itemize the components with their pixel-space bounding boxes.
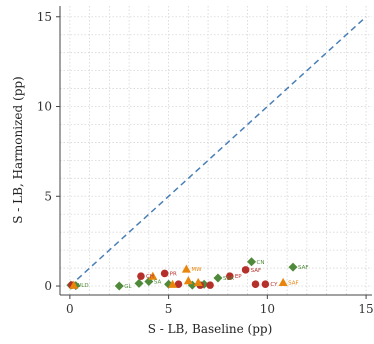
point-labels: WLD GL SA SSA CN SAF CH PR EP SAF CY MW SAF <box>76 260 309 290</box>
y-tick-label: 5 <box>44 189 52 203</box>
reference-line-45deg <box>69 16 367 287</box>
triangle-point <box>69 280 79 289</box>
y-tick-label: 15 <box>37 10 52 24</box>
point-label: GL <box>124 284 132 290</box>
circle-point <box>174 280 183 289</box>
x-tick-label: 5 <box>165 302 173 316</box>
diamond-point <box>114 281 124 291</box>
x-tick-label: 15 <box>358 302 373 316</box>
point-label: CN <box>257 260 265 266</box>
diamond-point <box>213 273 223 283</box>
reference-line-layer <box>69 16 367 287</box>
circle-point <box>206 281 214 289</box>
y-tick-label: 10 <box>37 100 52 114</box>
circle-point <box>226 272 234 280</box>
grid-lines <box>60 6 372 295</box>
point-label: SA <box>154 280 162 286</box>
diamond-point <box>134 278 144 288</box>
triangle-point <box>181 264 191 273</box>
circle-point <box>137 272 145 280</box>
triangle-point <box>148 271 158 280</box>
point-label: CY <box>270 282 278 288</box>
point-label: SAF <box>298 265 309 271</box>
circle-point <box>261 280 270 289</box>
y-axis-title: S - LB, Harmonized (pp) <box>11 76 25 224</box>
x-axis-title: S - LB, Baseline (pp) <box>148 322 273 336</box>
data-points <box>66 257 298 291</box>
tick-labels: 0 5 10 15 0 5 10 15 <box>37 10 374 316</box>
x-tick-label: 10 <box>260 302 275 316</box>
point-label: SAF <box>288 280 299 286</box>
point-label: SAF <box>251 268 262 274</box>
circle-point <box>241 266 250 274</box>
point-label: WLD <box>76 283 89 289</box>
point-label: MW <box>191 267 202 273</box>
axes <box>56 6 372 299</box>
point-label: EP <box>235 274 242 280</box>
diamond-point <box>288 262 298 272</box>
y-tick-label: 0 <box>44 279 52 293</box>
triangle-point <box>183 276 193 285</box>
diamond-point <box>247 257 257 267</box>
x-tick-label: 0 <box>66 302 74 316</box>
triangle-point <box>168 279 178 288</box>
circle-point <box>160 269 169 278</box>
triangle-point <box>278 277 288 287</box>
circle-point <box>251 280 260 289</box>
point-label: PR <box>170 271 177 277</box>
point-label: SSA <box>223 276 234 282</box>
triangle-point <box>193 277 203 287</box>
point-label: CH <box>146 274 154 280</box>
